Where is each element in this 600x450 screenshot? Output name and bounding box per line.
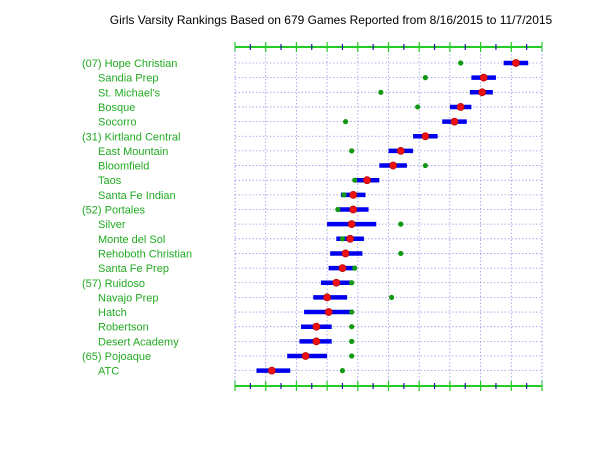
secondary-point: [398, 250, 404, 257]
team-label: Taos: [98, 175, 122, 187]
secondary-point: [349, 148, 355, 154]
team-label: (52) Portales: [82, 205, 145, 217]
secondary-point: [335, 206, 341, 213]
team-labels: (07) Hope Christian Sandia Prep St. Michae…: [82, 58, 192, 378]
rank-point: [341, 249, 350, 258]
chart-title: Girls Varsity Rankings Based on 679 Game…: [110, 13, 553, 27]
team-label: Santa Fe Prep: [98, 263, 169, 275]
rank-point: [478, 88, 487, 97]
rank-point: [363, 176, 371, 185]
team-label: (31) Kirtland Central: [82, 131, 180, 143]
secondary-point: [352, 265, 358, 271]
team-label: St. Michael's: [98, 87, 161, 99]
rank-point: [324, 308, 333, 316]
team-label: Santa Fe Indian: [98, 190, 176, 202]
team-label: Bloomfield: [98, 161, 149, 173]
secondary-point: [349, 280, 355, 286]
team-label: Rehoboth Christian: [98, 248, 192, 260]
rank-point: [349, 205, 358, 214]
rank-point: [396, 146, 405, 155]
secondary-point: [339, 236, 346, 242]
team-label: (65) Pojoaque: [82, 351, 151, 363]
rank-point: [456, 103, 465, 111]
team-label: Navajo Prep: [98, 292, 159, 304]
rank-point: [267, 366, 276, 375]
secondary-point: [422, 75, 428, 81]
team-label: East Mountain: [98, 146, 168, 158]
rank-point: [389, 161, 398, 170]
secondary-point: [398, 221, 404, 227]
secondary-point: [341, 192, 347, 198]
team-label: Silver: [98, 219, 126, 231]
secondary-point: [352, 177, 358, 183]
team-label: Socorro: [98, 117, 137, 129]
secondary-point: [388, 294, 395, 300]
rank-point: [421, 132, 430, 141]
secondary-point: [349, 353, 355, 359]
rank-point: [346, 234, 355, 243]
axes: [234, 42, 543, 391]
team-label: Bosque: [98, 102, 135, 114]
team-label: ATC: [98, 366, 119, 378]
rank-point: [323, 293, 331, 302]
secondary-point: [349, 309, 355, 315]
rank-point: [338, 264, 347, 272]
team-label: (07) Hope Christian: [82, 58, 177, 70]
secondary-point: [342, 119, 349, 125]
rank-point: [349, 190, 358, 199]
secondary-point: [339, 368, 346, 374]
rank-point: [450, 117, 459, 126]
data-marks: [256, 59, 529, 375]
secondary-point: [378, 89, 384, 95]
team-label: Monte del Sol: [98, 234, 165, 246]
secondary-point: [349, 324, 355, 330]
rank-point: [332, 278, 341, 287]
rank-point: [312, 322, 321, 331]
team-label: Sandia Prep: [98, 73, 159, 85]
secondary-point: [415, 104, 421, 110]
rank-point: [479, 73, 488, 82]
secondary-point: [422, 162, 428, 169]
team-label: Hatch: [98, 307, 127, 319]
rank-point: [301, 352, 310, 360]
secondary-point: [458, 60, 464, 66]
team-label: Robertson: [98, 322, 149, 334]
team-label: (57) Ruidoso: [82, 278, 145, 290]
secondary-point: [349, 338, 355, 344]
rank-point: [512, 59, 520, 67]
rank-point: [312, 337, 321, 346]
rank-point: [347, 220, 356, 229]
team-label: Desert Academy: [98, 336, 179, 348]
